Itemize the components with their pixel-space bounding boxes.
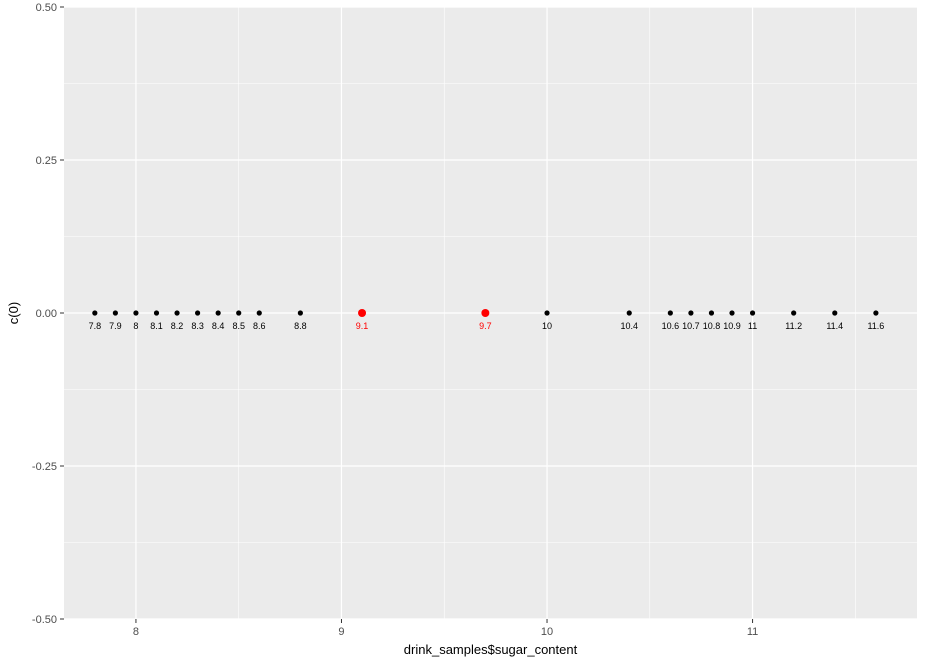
- point-label: 7.8: [89, 321, 102, 331]
- data-point: [256, 310, 262, 316]
- data-point: [832, 310, 838, 316]
- point-label: 8.2: [171, 321, 184, 331]
- point-label: 9.7: [479, 321, 492, 331]
- point-label: 8: [133, 321, 138, 331]
- data-point: [153, 310, 160, 316]
- data-point: [174, 310, 180, 316]
- point-label: 11.4: [826, 321, 843, 331]
- x-tick-label: 9: [338, 626, 344, 638]
- data-point: [544, 310, 550, 316]
- point-label: 10.8: [703, 321, 721, 331]
- y-tick-label: -0.25: [32, 461, 57, 473]
- data-point: [667, 310, 673, 316]
- point-label: 10.4: [620, 321, 638, 331]
- point-label: 11.6: [867, 321, 884, 331]
- point-label: 8.8: [294, 321, 307, 331]
- data-point: [297, 310, 303, 316]
- data-point: [749, 310, 756, 316]
- point-label: 8.4: [212, 321, 225, 331]
- data-point: [729, 310, 735, 316]
- data-point: [791, 310, 797, 316]
- data-point: [215, 310, 221, 316]
- x-tick-label: 11: [747, 626, 758, 638]
- point-label: 8.5: [232, 321, 245, 331]
- point-label: 7.9: [109, 321, 122, 331]
- point-label: 8.6: [253, 321, 266, 331]
- point-label: 9.1: [356, 321, 369, 331]
- y-axis-title: c(0): [6, 302, 21, 324]
- y-tick-label: -0.50: [32, 614, 57, 626]
- point-label: 10: [542, 321, 552, 331]
- data-point: [873, 310, 879, 316]
- point-label: 10.9: [723, 321, 741, 331]
- highlighted-point: [481, 309, 490, 317]
- data-point: [195, 310, 201, 316]
- y-tick-label: 0.25: [36, 155, 57, 167]
- data-point: [112, 310, 118, 316]
- point-label: 11: [748, 321, 757, 331]
- y-tick-label: 0.00: [36, 308, 57, 320]
- data-point: [708, 310, 715, 316]
- data-point: [236, 310, 242, 316]
- x-tick-label: 10: [541, 626, 553, 638]
- y-axis: -0.50 -0.25 0.00 0.25 0.50: [32, 2, 64, 626]
- x-axis: 8 9 10 11: [133, 619, 758, 638]
- highlighted-point: [358, 309, 367, 317]
- data-point: [688, 310, 694, 316]
- x-axis-title: drink_samples$sugar_content: [404, 642, 578, 657]
- point-label: 11.2: [785, 321, 802, 331]
- x-tick-label: 8: [133, 626, 139, 638]
- data-point: [92, 310, 98, 316]
- data-points: [92, 309, 879, 317]
- point-label: 10.7: [682, 321, 700, 331]
- point-labels: 7.8 7.9 8 8.1 8.2 8.3 8.4 8.5 8.6 8.8 9.1 9.7 10 10.4…: [89, 321, 885, 331]
- data-point: [626, 310, 632, 316]
- y-tick-label: 0.50: [36, 2, 57, 14]
- point-label: 8.3: [191, 321, 204, 331]
- point-label: 8.1: [150, 321, 163, 331]
- point-label: 10.6: [662, 321, 680, 331]
- data-point: [133, 310, 139, 316]
